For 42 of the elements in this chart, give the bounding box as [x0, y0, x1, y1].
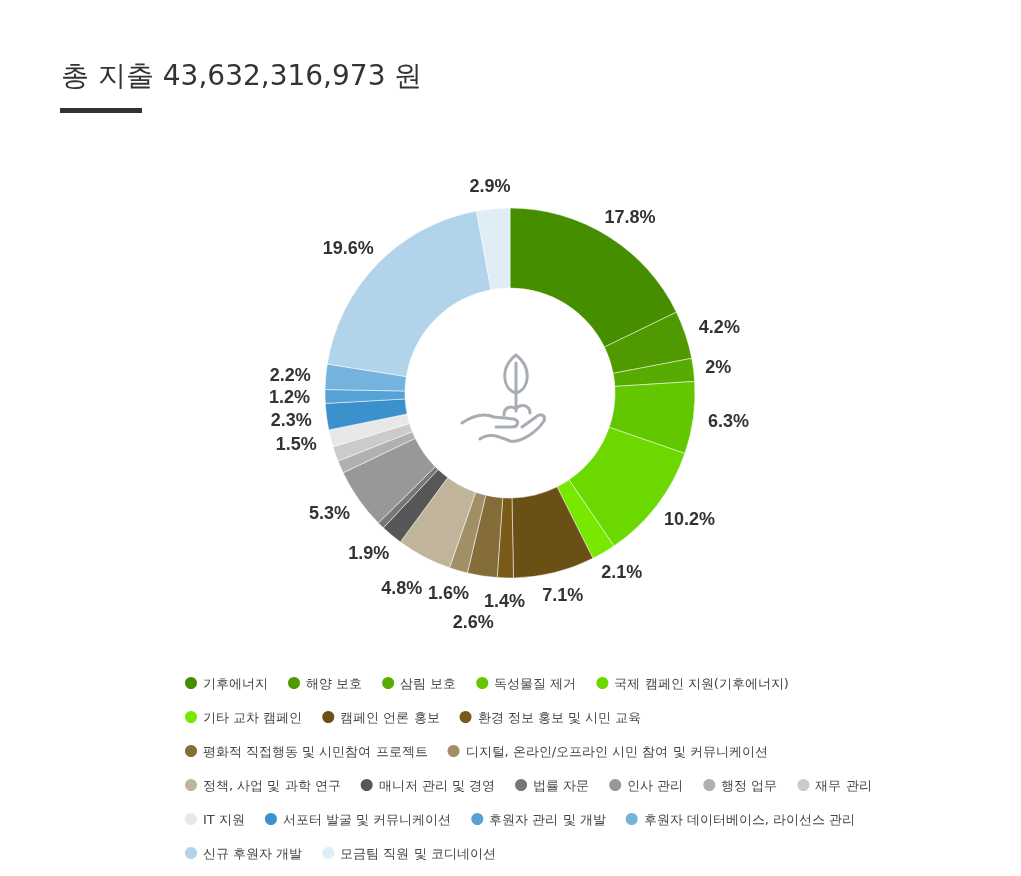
- legend-label: 평화적 직접행동 및 시민참여 프로젝트: [203, 743, 428, 759]
- data-label: 2.6%: [452, 612, 494, 633]
- data-label: 2.3%: [270, 409, 312, 430]
- legend-label: 인사 관리: [627, 777, 684, 793]
- data-label: 1.4%: [483, 590, 525, 611]
- legend-label: 모금팀 직원 및 코디네이션: [340, 845, 496, 861]
- data-label: 2.1%: [601, 562, 643, 583]
- legend-label: 디지털, 온라인/오프라인 시민 참여 및 커뮤니케이션: [465, 743, 768, 759]
- legend-label: 후원자 데이터베이스, 라이선스 관리: [643, 811, 856, 827]
- legend-label: 행정 업무: [721, 777, 778, 793]
- chart-title: 총 지출 43,632,316,973 원: [61, 58, 423, 92]
- legend-label: 신규 후원자 개발: [203, 845, 303, 861]
- legend-label: 법률 자문: [533, 777, 590, 793]
- legend-label: 매니저 관리 및 경영: [378, 777, 496, 793]
- data-label: 4.2%: [698, 317, 740, 338]
- legend-label: 정책, 사업 및 과학 연구: [203, 777, 341, 793]
- data-label: 5.3%: [309, 502, 351, 523]
- legend-label: 기타 교차 캠페인: [203, 709, 303, 725]
- legend-label: IT 지원: [203, 811, 245, 827]
- data-label: 2.2%: [269, 364, 311, 385]
- data-label: 1.6%: [427, 582, 469, 603]
- legend-label: 해양 보호: [306, 675, 363, 691]
- legend-label: 후원자 관리 및 개발: [489, 811, 606, 827]
- data-label: 10.2%: [663, 509, 715, 530]
- legend-label: 서포터 발굴 및 커뮤니케이션: [282, 811, 452, 827]
- data-label: 6.3%: [708, 411, 750, 432]
- legend-label: 국제 캠페인 지원(기후에너지): [614, 675, 789, 691]
- data-label: 7.1%: [542, 584, 584, 605]
- data-label: 19.6%: [322, 237, 374, 258]
- legend-label: 환경 정보 홍보 및 시민 교육: [477, 709, 642, 725]
- data-label: 1.5%: [275, 434, 317, 455]
- legend-label: 재무 관리: [815, 777, 872, 793]
- data-label: 4.8%: [381, 577, 423, 598]
- data-label: 1.9%: [348, 542, 390, 563]
- data-label: 17.8%: [604, 206, 656, 227]
- legend-label: 삼림 보호: [400, 675, 457, 691]
- data-label: 1.2%: [268, 386, 310, 407]
- legend-label: 캠페인 언론 홍보: [340, 709, 440, 725]
- data-label: 2.9%: [469, 175, 511, 196]
- data-label: 2%: [705, 356, 732, 377]
- legend-label: 기후에너지: [203, 675, 268, 691]
- legend-label: 독성물질 제거: [494, 675, 577, 691]
